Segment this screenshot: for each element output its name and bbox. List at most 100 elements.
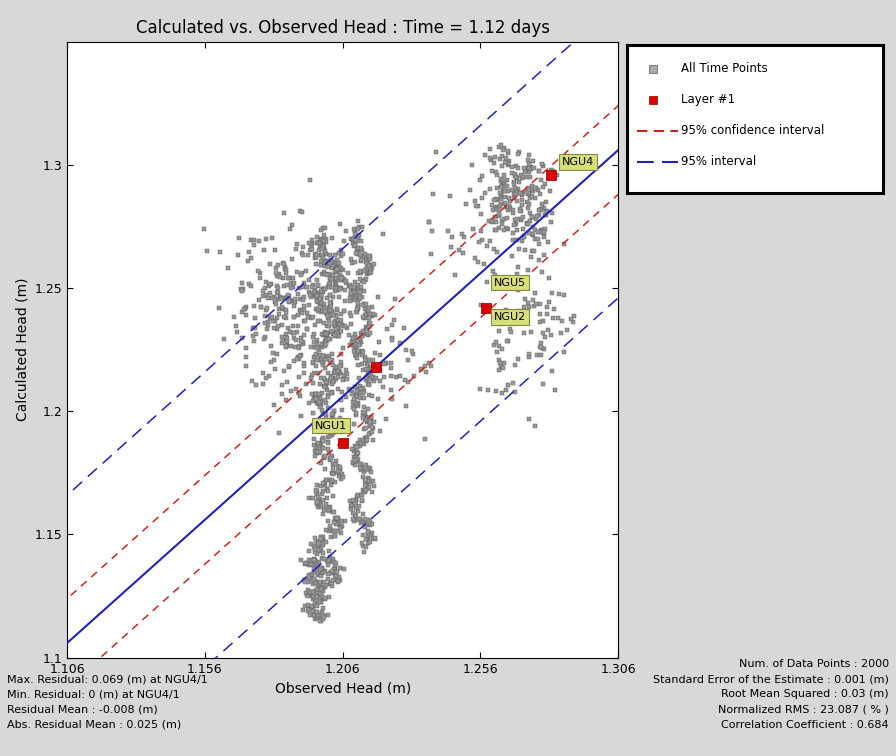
Point [358,432,372,444]
Point [244,252,258,264]
Point [356,471,370,483]
Point [489,336,504,348]
Point [289,334,303,346]
Point [524,228,538,240]
Point [313,541,327,553]
Point [297,303,311,315]
Point [292,390,306,402]
Point [346,456,360,468]
Point [307,613,322,625]
Point [291,282,306,294]
Point [350,491,365,503]
Point [332,366,346,378]
Point [385,319,400,331]
Point [501,160,515,172]
Point [327,375,341,387]
Point [324,568,339,580]
Point [197,223,211,235]
Point [489,385,504,397]
Point [324,349,339,361]
Point [319,336,333,348]
Point [358,479,372,491]
Point [350,335,365,347]
Point [317,593,332,606]
Point [473,383,487,395]
Point [332,470,346,482]
Point [326,462,340,474]
Point [306,553,321,565]
Point [520,196,534,208]
Point [297,574,312,586]
Point [534,349,548,361]
Point [345,444,359,456]
Point [348,440,362,452]
Point [275,337,289,349]
Point [344,503,358,515]
Point [352,229,366,241]
Point [353,440,367,452]
Point [365,262,379,274]
Point [532,341,547,353]
Point [377,371,392,383]
Point [281,290,296,302]
Point [329,310,343,322]
Point [349,352,364,364]
Point [318,381,332,393]
Point [393,370,408,383]
Point [279,264,293,276]
Point [352,285,366,297]
Point [419,366,434,378]
Point [351,303,366,315]
Point [330,417,344,429]
Point [305,243,319,256]
Point [280,278,294,290]
Point [348,497,362,510]
Point [316,477,331,489]
Point [261,316,275,328]
Point [494,194,508,206]
Point [322,278,336,290]
Point [296,604,310,616]
Point [349,306,364,318]
Point [306,566,321,578]
Point [336,320,350,332]
Point [345,290,359,302]
Point [530,213,544,225]
Point [506,178,521,190]
Point [312,596,326,609]
Point [359,363,374,375]
Point [327,563,341,575]
Point [309,548,323,560]
Point [323,309,338,321]
Point [309,485,323,497]
Point [556,345,571,358]
Point [331,274,345,287]
Point [302,237,316,249]
Point [422,216,436,228]
Point [292,387,306,399]
Point [550,169,564,181]
Point [318,244,332,256]
Point [332,371,346,383]
Point [324,386,339,398]
Point [496,358,511,370]
Point [327,467,341,479]
Point [349,494,364,506]
Point [367,309,382,321]
Point [515,188,530,200]
Point [362,311,376,323]
Point [349,306,364,318]
Point [271,348,285,360]
Point [310,567,324,579]
Point [319,338,333,350]
Point [505,184,520,197]
Point [357,438,371,450]
Point [297,367,311,380]
Point [543,184,557,197]
Point [383,357,398,369]
Point [526,294,540,306]
Point [355,537,369,549]
Point [321,389,335,401]
Point [318,450,332,462]
Point [308,318,323,330]
